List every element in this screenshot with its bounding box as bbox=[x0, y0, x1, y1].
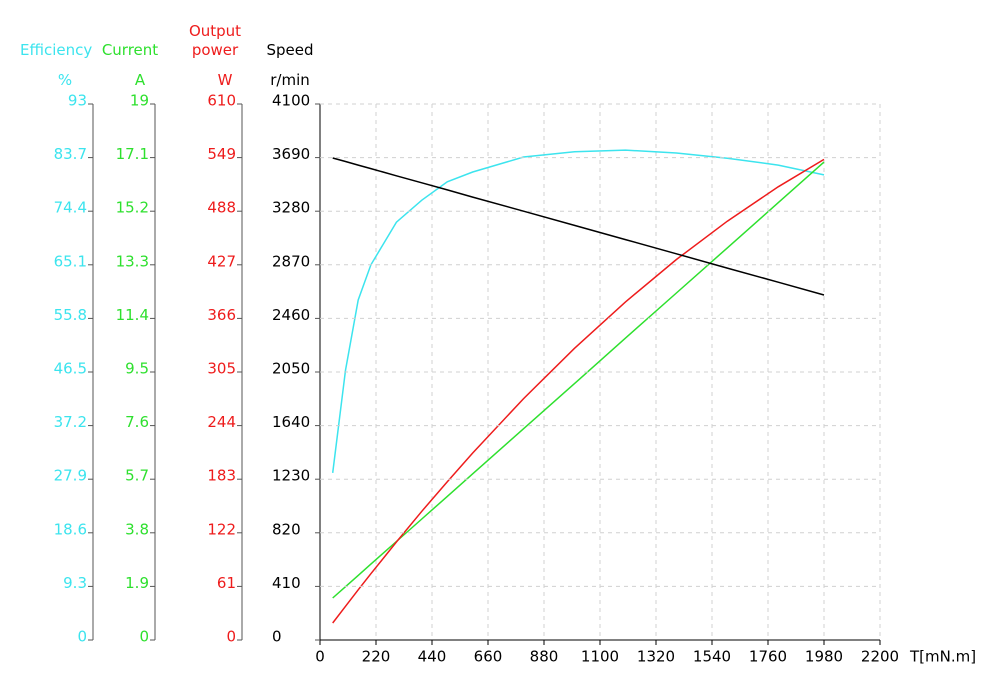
y-tick-label: 17.1 bbox=[116, 145, 149, 163]
series-line bbox=[332, 158, 825, 624]
y-tick-label: 9.3 bbox=[63, 574, 87, 592]
y-tick-label: 488 bbox=[207, 199, 236, 217]
series-name: Output power bbox=[188, 22, 242, 59]
y-tick-label: 61 bbox=[217, 574, 236, 592]
y-tick-label: 244 bbox=[207, 413, 236, 431]
y-tick-label: 74.4 bbox=[54, 199, 87, 217]
series-name: Speed bbox=[266, 41, 314, 59]
y-tick-label: 93 bbox=[68, 92, 87, 110]
x-tick-label: 440 bbox=[418, 648, 447, 666]
y-tick-label: 7.6 bbox=[125, 413, 149, 431]
series-name: Efficiency bbox=[20, 41, 93, 59]
axis-unit: W bbox=[217, 71, 233, 89]
series-line bbox=[332, 157, 825, 296]
series-line bbox=[331, 149, 825, 473]
y-tick-label: 2460 bbox=[272, 306, 310, 324]
y-tick-label: 0 bbox=[139, 628, 149, 646]
y-tick-label: 46.5 bbox=[54, 360, 87, 378]
y-tick-label: 3690 bbox=[272, 145, 310, 163]
y-tick-label: 9.5 bbox=[125, 360, 149, 378]
x-axis-label: T[mN.m] bbox=[909, 648, 976, 666]
y-tick-label: 183 bbox=[207, 467, 236, 485]
y-tick-label: 3.8 bbox=[125, 520, 149, 538]
y-tick-label: 11.4 bbox=[116, 306, 149, 324]
y-tick-label: 0 bbox=[272, 628, 282, 646]
y-tick-label: 15.2 bbox=[116, 199, 149, 217]
y-tick-label: 366 bbox=[207, 306, 236, 324]
x-tick-label: 0 bbox=[315, 648, 325, 666]
y-tick-label: 65.1 bbox=[54, 252, 87, 270]
y-tick-label: 1640 bbox=[272, 413, 310, 431]
x-tick-label: 880 bbox=[530, 648, 559, 666]
y-tick-label: 27.9 bbox=[54, 467, 87, 485]
x-tick-label: 1100 bbox=[581, 648, 619, 666]
x-tick-label: 2200 bbox=[861, 648, 899, 666]
axis-unit: r/min bbox=[270, 71, 310, 89]
y-tick-label: 18.6 bbox=[54, 520, 87, 538]
y-tick-label: 55.8 bbox=[54, 306, 87, 324]
series-name: Current bbox=[101, 41, 159, 59]
y-tick-label: 0 bbox=[77, 628, 87, 646]
y-tick-label: 305 bbox=[207, 360, 236, 378]
x-tick-label: 1980 bbox=[805, 648, 843, 666]
y-tick-label: 5.7 bbox=[125, 467, 149, 485]
y-tick-label: 122 bbox=[207, 520, 236, 538]
y-tick-label: 2050 bbox=[272, 360, 310, 378]
y-tick-label: 427 bbox=[207, 252, 236, 270]
y-tick-label: 1.9 bbox=[125, 574, 149, 592]
axis-unit: A bbox=[134, 71, 146, 89]
axis-unit: % bbox=[57, 71, 73, 89]
x-tick-label: 1320 bbox=[637, 648, 675, 666]
y-tick-label: 1230 bbox=[272, 467, 310, 485]
y-tick-label: 2870 bbox=[272, 252, 310, 270]
x-tick-label: 1760 bbox=[749, 648, 787, 666]
x-tick-label: 1540 bbox=[693, 648, 731, 666]
y-tick-label: 19 bbox=[130, 92, 149, 110]
y-tick-label: 4100 bbox=[272, 92, 310, 110]
y-tick-label: 549 bbox=[207, 145, 236, 163]
y-tick-label: 820 bbox=[272, 520, 301, 538]
y-tick-label: 3280 bbox=[272, 199, 310, 217]
y-tick-label: 37.2 bbox=[54, 413, 87, 431]
y-tick-label: 610 bbox=[207, 92, 236, 110]
x-tick-label: 220 bbox=[362, 648, 391, 666]
y-tick-label: 13.3 bbox=[116, 252, 149, 270]
y-tick-label: 410 bbox=[272, 574, 301, 592]
x-tick-label: 660 bbox=[474, 648, 503, 666]
y-tick-label: 83.7 bbox=[54, 145, 87, 163]
y-tick-label: 0 bbox=[226, 628, 236, 646]
